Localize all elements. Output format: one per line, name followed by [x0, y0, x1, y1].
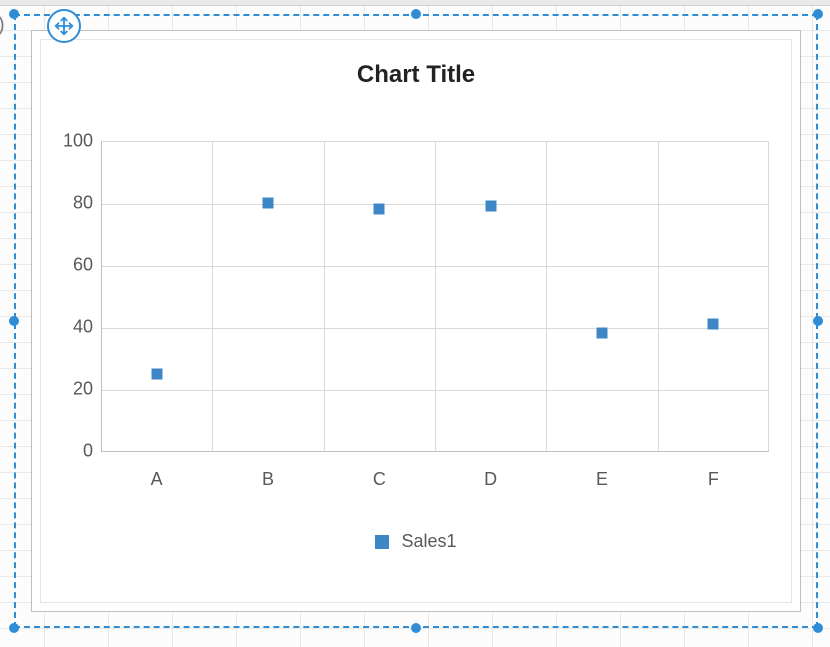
selection-marquee[interactable]: [14, 14, 818, 628]
selection-handle[interactable]: [813, 9, 823, 19]
selection-handle[interactable]: [411, 623, 421, 633]
selection-handle[interactable]: [9, 623, 19, 633]
selection-handle[interactable]: [9, 316, 19, 326]
selection-handle[interactable]: [813, 316, 823, 326]
selection-handle[interactable]: [9, 9, 19, 19]
selection-handle[interactable]: [813, 623, 823, 633]
move-handle[interactable]: [47, 9, 81, 43]
formula-bar-strip: [0, 0, 830, 6]
selection-handle[interactable]: [411, 9, 421, 19]
move-icon: [53, 15, 75, 37]
formula-bar-fragment: ): [0, 14, 5, 37]
